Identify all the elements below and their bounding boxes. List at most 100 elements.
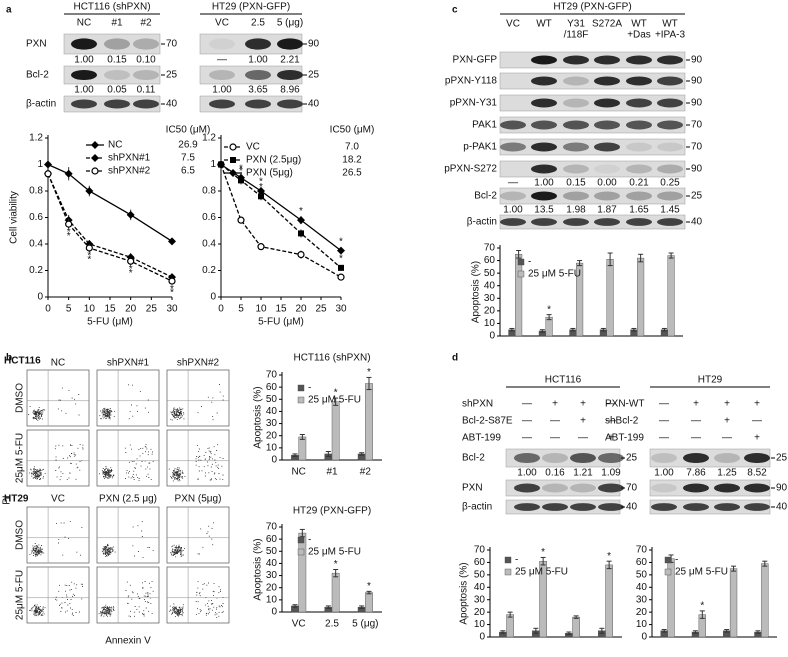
marker [297, 216, 305, 225]
bar [606, 259, 614, 337]
condition-sign: — [606, 399, 616, 410]
condition-label: ABT-199 [605, 433, 644, 444]
flow-column-label: NC [51, 358, 65, 369]
significance-mark: * [299, 219, 303, 230]
blot-band [570, 503, 596, 511]
condition-sign: + [754, 399, 760, 410]
flow-plot [26, 566, 90, 624]
quant-value: 1.87 [597, 205, 617, 216]
blot-band [531, 55, 557, 65]
condition-label: PXN-WT [605, 399, 644, 410]
ic50-value: 7.5 [181, 153, 195, 164]
flow-x-label: Annexin V [105, 636, 151, 647]
y-tick-label: 60 [474, 557, 486, 568]
blot-band [626, 218, 652, 226]
blot-band [514, 483, 540, 493]
y-tick-label: 40 [636, 582, 648, 593]
blot-row-label: PXN [462, 483, 483, 494]
flow-column-label: PXN (5μg) [175, 494, 222, 505]
quant-value: 1.00 [248, 55, 268, 66]
blot-band [531, 164, 557, 174]
lane-label: WT [662, 19, 678, 30]
y-tick-label: 20 [266, 582, 278, 593]
legend-marker [230, 157, 236, 163]
quant-value: 0.15 [566, 178, 586, 189]
blot-header: HT29 (PXN-GFP) [212, 2, 290, 13]
bar [605, 564, 613, 638]
blot-band [563, 191, 589, 201]
blot-row-label: pPXN-S272 [444, 164, 497, 175]
significance-mark: * [339, 253, 343, 264]
mw-label: 90 [776, 483, 788, 494]
bar [637, 257, 645, 337]
quant-value: 0.05 [107, 85, 127, 96]
blot-band [277, 99, 303, 109]
flow-group-title: HT29 [4, 494, 29, 505]
blot-band [598, 452, 624, 464]
y-tick-label: 0.2 [202, 265, 216, 276]
quant-value: 1.00 [74, 85, 94, 96]
marker [65, 220, 73, 228]
y-axis-label: Apoptosis (%) [471, 261, 482, 323]
condition-sign: — [550, 416, 560, 427]
significance-mark: * [87, 251, 91, 262]
blot-band [651, 483, 677, 493]
significance-mark: * [67, 231, 71, 242]
flow-plot [166, 566, 230, 624]
legend-marker [229, 169, 237, 177]
y-tick-label: 1 [210, 159, 216, 170]
blot-row-label: Bcl-2 [26, 70, 49, 81]
flow-row-label: DMSO [15, 383, 26, 413]
condition-sign: — [606, 416, 616, 427]
mw-label: 40 [776, 502, 788, 513]
quant-value: 1.00 [212, 85, 232, 96]
flow-dots [29, 581, 83, 617]
flow-dots [29, 520, 83, 557]
y-tick-label: 1.2 [29, 133, 43, 144]
blot-band [133, 38, 159, 50]
significance-mark: * [367, 581, 371, 592]
legend-marker [229, 143, 237, 151]
quant-value: 1.00 [654, 468, 674, 479]
y-tick-label: 40 [474, 582, 486, 593]
x-tick-label: NC [291, 467, 305, 478]
blot-band [744, 503, 770, 511]
blot-band [598, 483, 624, 493]
condition-sign: + [580, 416, 586, 427]
significance-mark: * [87, 255, 91, 266]
blot-band [104, 69, 130, 81]
ic50-value: 6.5 [181, 166, 195, 177]
blot-row-label: pPXN-Y118 [445, 76, 498, 87]
quant-value: 1.45 [660, 205, 680, 216]
blot-band [531, 98, 557, 108]
significance-mark: * [367, 367, 371, 378]
blot-band [104, 38, 130, 50]
blot-band [594, 142, 620, 152]
x-tick-label: 5 [238, 304, 244, 315]
flow-dots [99, 444, 154, 481]
condition-sign: + [552, 399, 558, 410]
x-tick-label: VC [292, 619, 306, 630]
condition-sign: — [522, 433, 532, 444]
legend-marker [91, 167, 99, 175]
blot-row-label: pPXN-Y31 [450, 98, 498, 109]
bar [331, 572, 340, 613]
chart-title: HCT116 (shPXN) [293, 353, 370, 364]
blot-band [657, 164, 683, 174]
y-tick-label: 30 [484, 293, 496, 304]
panel-label: d [452, 353, 458, 364]
condition-sign: + [754, 433, 760, 444]
condition-sign: + [724, 416, 730, 427]
flow-row-label: DMSO [15, 520, 26, 550]
x-tick-label: 25 [146, 304, 158, 315]
condition-sign: + [608, 433, 614, 444]
lane-label: WT [536, 19, 552, 30]
y-tick-label: 0.6 [202, 212, 216, 223]
legend-swatch [504, 556, 512, 564]
lane-label: #1 [111, 18, 123, 29]
blot-band [531, 142, 557, 152]
x-tick-label: 20 [295, 304, 307, 315]
flow-plot [26, 429, 90, 487]
blot-band [133, 99, 159, 109]
